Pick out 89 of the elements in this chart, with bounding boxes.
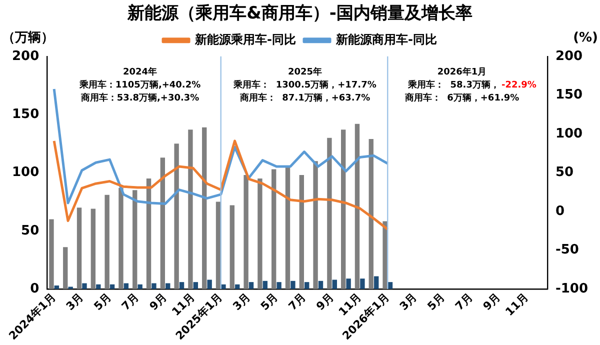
annotation: 商用车：53.8万辆,+30.3% bbox=[80, 92, 200, 104]
x-tick-label: 9月 bbox=[480, 290, 503, 314]
bar bbox=[138, 284, 142, 290]
y2-tick-label: 100 bbox=[555, 126, 583, 142]
bar bbox=[132, 190, 138, 290]
bar bbox=[258, 178, 262, 290]
bar bbox=[272, 169, 276, 290]
annotation: 2024年 bbox=[122, 66, 158, 78]
bar bbox=[327, 138, 332, 290]
bar bbox=[221, 284, 226, 290]
x-tick-label: 3月 bbox=[230, 290, 253, 314]
x-tick-label: 3月 bbox=[397, 290, 420, 314]
bar bbox=[146, 178, 152, 290]
x-tick-label: 5月 bbox=[424, 290, 448, 314]
y-tick-label: 0 bbox=[30, 281, 40, 296]
bar bbox=[374, 276, 379, 290]
x-tick-label: 7月 bbox=[119, 290, 142, 314]
bar bbox=[68, 286, 73, 290]
x-tick-label: 9月 bbox=[147, 290, 170, 314]
annotation: 2026年1月 bbox=[437, 66, 487, 78]
y-axis-title: （万辆） bbox=[2, 30, 54, 46]
bar bbox=[304, 282, 310, 290]
bar bbox=[193, 282, 198, 290]
bar bbox=[285, 166, 290, 290]
bar bbox=[90, 208, 96, 290]
bar bbox=[124, 283, 129, 290]
bar bbox=[63, 247, 68, 290]
y2-tick-label: 200 bbox=[555, 48, 583, 64]
bar bbox=[82, 283, 87, 290]
bar bbox=[188, 130, 193, 290]
y2-tick-label: 50 bbox=[555, 165, 574, 180]
bar bbox=[160, 158, 166, 290]
bar bbox=[248, 282, 254, 290]
y-tick-label: 200 bbox=[12, 48, 40, 64]
bar bbox=[262, 280, 268, 290]
annotation: 商用车： 87.1万辆，+63.7% bbox=[238, 92, 370, 104]
x-tick-label: 3月 bbox=[64, 290, 86, 314]
bar bbox=[244, 175, 248, 290]
y2-tick-label: 150 bbox=[555, 88, 583, 103]
bar bbox=[346, 278, 351, 290]
annotation: 乘用车： 1300.5万辆，+17.7% bbox=[232, 79, 376, 90]
x-tick-label: 5月 bbox=[258, 290, 281, 314]
legend-label: 新能源乘用车-同比 bbox=[194, 32, 296, 47]
y2-tick-label: -100 bbox=[555, 281, 588, 296]
bar bbox=[202, 127, 207, 290]
y2-tick-label: 0 bbox=[555, 204, 565, 219]
bar bbox=[318, 280, 324, 290]
legend-label: 新能源商用车-同比 bbox=[335, 32, 437, 47]
bar bbox=[332, 280, 337, 290]
bar bbox=[216, 202, 221, 290]
bar bbox=[118, 188, 124, 290]
y-tick-label: 100 bbox=[12, 165, 40, 180]
bar bbox=[354, 124, 360, 290]
annotation: 2025年 bbox=[288, 66, 322, 78]
x-tick-label: 5月 bbox=[91, 290, 114, 314]
x-tick-label: 7月 bbox=[452, 290, 476, 314]
y2-tick-label: -50 bbox=[555, 242, 579, 258]
chart-title: 新能源（乘用车&商用车）-国内销量及增长率 bbox=[126, 4, 472, 24]
annotation: -22.9% bbox=[501, 80, 536, 90]
bar bbox=[104, 194, 110, 290]
bar bbox=[179, 282, 184, 290]
bar bbox=[290, 280, 296, 290]
bar bbox=[368, 138, 374, 290]
annotation: 商用车： 6万辆，+61.9% bbox=[404, 92, 520, 104]
bar bbox=[49, 219, 54, 290]
bar bbox=[174, 144, 179, 290]
bar bbox=[110, 284, 115, 290]
annotation: 乘用车： 58.3万辆， bbox=[407, 79, 500, 90]
x-tick-label: 7月 bbox=[286, 290, 308, 314]
bar bbox=[299, 175, 304, 290]
bar bbox=[96, 284, 101, 290]
bar bbox=[340, 130, 346, 290]
bar bbox=[235, 284, 240, 290]
bar bbox=[313, 161, 318, 290]
x-tick-label: 11月 bbox=[502, 290, 531, 318]
annotation: 乘用车：1105万辆,+40.2% bbox=[78, 79, 201, 90]
y-tick-label: 150 bbox=[12, 106, 40, 122]
x-tick-label: 9月 bbox=[314, 290, 336, 314]
bar bbox=[388, 282, 393, 290]
bar bbox=[230, 205, 234, 290]
bar bbox=[166, 283, 170, 290]
y-tick-label: 50 bbox=[21, 223, 40, 238]
bar bbox=[276, 282, 282, 290]
bar bbox=[360, 278, 365, 290]
bar bbox=[152, 283, 156, 290]
y2-axis-title: (%) bbox=[573, 30, 598, 46]
bar bbox=[76, 208, 82, 290]
bar bbox=[54, 286, 60, 290]
bar bbox=[207, 280, 212, 290]
